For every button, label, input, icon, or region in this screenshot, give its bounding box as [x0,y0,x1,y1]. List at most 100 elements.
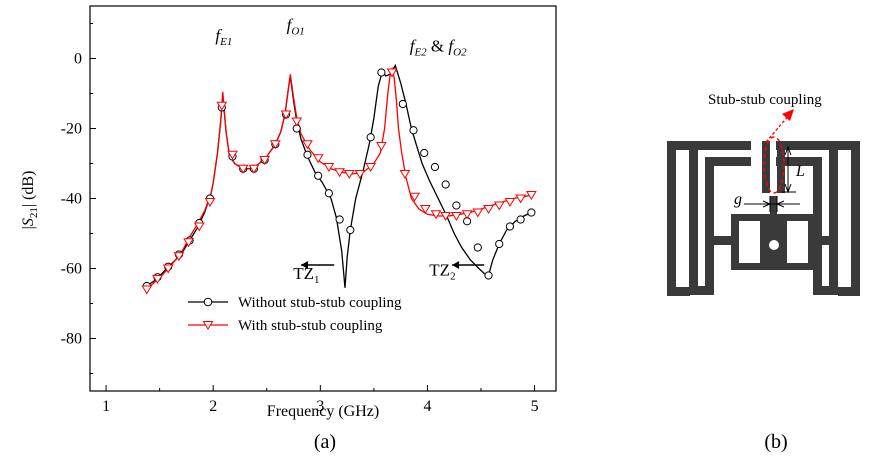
plot-area [141,63,537,295]
y-axis: 0 -20 -40 -60 -80 [61,23,96,374]
series-line-2 [146,66,532,290]
data-point [162,264,174,274]
data-point [335,215,344,224]
y-tick-label: -60 [61,261,82,278]
coupling-arrowhead [782,109,794,121]
plot-panel: 1 2 3 4 5 0 -20 -40 -60 -80 Frequency (GHz) |S21… [20,5,557,453]
y-axis-label: |S21| (dB) [20,171,40,230]
data-point [430,210,442,220]
data-point [473,243,482,252]
legend-label-without: Without stub-stub coupling [238,295,402,311]
data-point [193,222,205,232]
data-point [346,225,355,235]
y-tick-label: -40 [61,191,82,208]
data-point [386,68,398,78]
ring-window-right [787,221,808,263]
data-point [461,210,473,220]
series-line-1 [146,63,532,288]
x-axis-label: Frequency (GHz) [267,403,379,420]
x-tick-label: 3 [316,398,324,415]
data-point [493,201,505,211]
data-point [516,215,525,224]
data-point [484,271,493,280]
data-point [216,101,228,111]
data-point [366,133,375,142]
data-point [483,205,494,214]
panel-label-a: (a) [314,431,336,453]
legend-label-with: With stub-stub coupling [238,318,383,334]
stub-diagram-panel: Stub-stub coupling [667,92,860,453]
legend: Without stub-stub coupling With stub-stu… [188,295,402,334]
coupling-ellipse [763,136,785,194]
x-tick-label: 4 [423,398,431,415]
x-axis: 1 2 3 4 5 [102,385,539,415]
annotations: fE1 fO1 fE2 & fO2 TZ1 TZ2 [215,16,485,286]
data-point [173,252,185,262]
dimension-L: L [782,145,805,194]
data-point [420,148,429,158]
x-tick-label: 1 [102,398,110,415]
y-tick-label: -80 [61,331,82,348]
annotation-label: fE1 [215,26,232,48]
annotation-label: TZ2 [429,261,455,283]
data-point [525,191,537,200]
tz1-arrow-head [301,261,309,269]
data-point [450,212,462,221]
data-point [515,194,527,204]
data-point [280,110,292,120]
data-point [334,168,345,178]
y-tick-label: -20 [61,121,82,138]
data-point [314,171,323,180]
data-point [183,238,194,248]
data-point [343,170,355,179]
annotation-label: fE2 & fO2 [410,37,467,59]
data-point [365,163,377,172]
data-point [269,140,281,150]
data-point [399,170,411,179]
data-point [354,170,366,179]
dim-L-label: L [795,163,805,180]
data-point [505,222,515,231]
stub-coupling-label: Stub-stub coupling [708,92,822,108]
legend-item-without: Without stub-stub coupling [188,295,402,311]
data-point [409,126,418,135]
data-point [452,201,461,210]
annotation-label: TZ1 [293,264,319,286]
data-point [237,164,249,174]
coupling-arrow [765,113,791,143]
data-point [409,192,420,202]
data-point [504,198,516,207]
data-point [248,164,260,174]
x-tick-label: 2 [209,398,217,415]
ring-window-left [739,221,760,263]
data-point [495,239,504,249]
data-point [291,117,303,127]
data-point [152,275,163,284]
dim-g-label: g [734,191,742,208]
data-point [441,180,450,189]
data-point [227,150,238,160]
x-tick-label: 5 [531,398,539,415]
data-point [472,208,484,218]
dimension-g: g [734,191,800,212]
data-point [141,285,153,295]
data-point [440,212,452,221]
y-tick-label: 0 [74,51,82,68]
via-hole [767,238,781,252]
data-point [303,150,312,159]
data-point [398,99,407,109]
data-point [324,189,333,198]
tz2-arrow-head [452,261,460,269]
panel-label-b: (b) [764,431,787,453]
annotation-label: fO1 [287,16,305,38]
data-point [323,163,335,172]
data-point [204,198,216,207]
data-point [376,142,387,151]
data-point [302,140,313,150]
data-point [430,162,440,172]
data-point [312,154,324,164]
data-point [419,205,431,214]
data-point [527,208,536,217]
data-point [377,68,386,77]
